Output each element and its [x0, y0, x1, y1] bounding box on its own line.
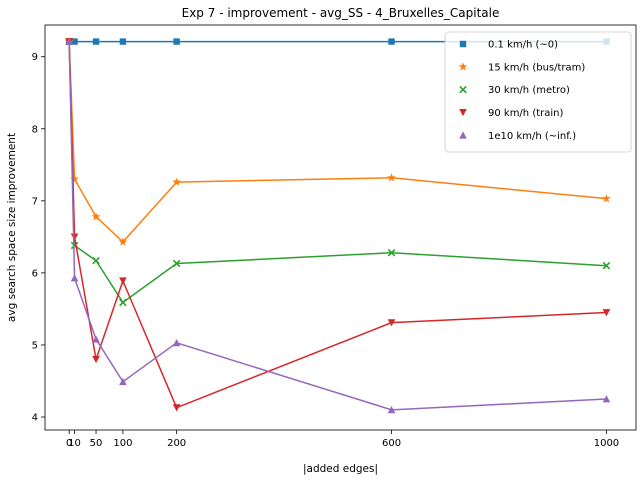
data-point [388, 38, 395, 45]
x-tick-label: 1000 [594, 438, 619, 449]
legend-label: 0.1 km/h (~0) [488, 40, 558, 51]
data-point [91, 212, 101, 221]
legend-label: 30 km/h (metro) [488, 85, 570, 96]
x-tick-label: 200 [167, 438, 186, 449]
data-point [387, 406, 396, 414]
series-group [64, 36, 611, 414]
y-tick-label: 8 [32, 124, 38, 135]
data-point [119, 298, 127, 307]
legend-box [444, 31, 632, 153]
legend-marker [459, 131, 467, 139]
data-point [70, 174, 79, 183]
data-point [119, 377, 127, 386]
data-point [92, 355, 100, 364]
y-tick-label: 5 [32, 340, 38, 351]
y-tick-label: 6 [32, 268, 38, 279]
legend-label: 1e10 km/h (~inf.) [488, 131, 576, 142]
data-point [602, 194, 611, 203]
data-point [387, 319, 396, 327]
x-tick-label: 0 [66, 438, 72, 449]
data-point [119, 38, 127, 45]
y-tick-label: 9 [32, 52, 38, 63]
x-tick-label: 600 [382, 438, 401, 449]
x-tick-label: 10 [68, 438, 81, 449]
data-point [172, 177, 182, 186]
data-point [387, 248, 396, 257]
legend-label: 15 km/h (bus/tram) [488, 62, 585, 73]
legend-item: 30 km/h (metro) [459, 85, 570, 96]
data-point [172, 404, 181, 412]
data-point [70, 274, 79, 282]
data-point [172, 259, 181, 268]
legend-item: 1e10 km/h (~inf.) [459, 131, 576, 142]
legend-marker [459, 85, 467, 94]
data-point [92, 335, 100, 343]
legend-item: 90 km/h (train) [459, 108, 563, 119]
data-point [119, 277, 127, 285]
legend-marker [458, 62, 468, 71]
data-point [602, 309, 611, 317]
data-point [387, 173, 396, 182]
series-1 [64, 36, 611, 246]
data-point [602, 261, 611, 270]
legend-item: 0.1 km/h (~0) [459, 40, 558, 51]
x-ticks: 010 50 100 200 600 1000 [66, 430, 619, 449]
legend-label: 90 km/h (train) [488, 108, 563, 119]
series-3 [65, 38, 611, 412]
data-point [118, 237, 128, 246]
y-axis-label: avg search space size improvement [6, 133, 18, 322]
y-tick-label: 4 [32, 413, 38, 424]
data-point [65, 37, 73, 45]
data-point [173, 38, 180, 45]
data-point [92, 256, 100, 265]
data-point [172, 339, 181, 347]
x-tick-label: 50 [90, 438, 103, 449]
series-4 [65, 37, 611, 414]
legend: 0.1 km/h (~0) 15 km/h (bus/tram) 30 km/h (… [444, 31, 632, 153]
data-point [71, 38, 78, 45]
legend-marker [459, 109, 467, 117]
data-point [70, 233, 79, 241]
chart-title: Exp 7 - improvement - avg_SS - 4_Bruxell… [182, 6, 500, 20]
data-point [602, 395, 611, 403]
x-tick-label: 100 [113, 438, 132, 449]
y-tick-label: 7 [32, 196, 38, 207]
x-axis-label: |added edges| [303, 463, 378, 475]
legend-item: 15 km/h (bus/tram) [458, 62, 585, 73]
data-point [92, 38, 100, 45]
legend-marker [459, 40, 467, 48]
y-ticks: 4 5 6 7 8 9 [32, 52, 45, 424]
